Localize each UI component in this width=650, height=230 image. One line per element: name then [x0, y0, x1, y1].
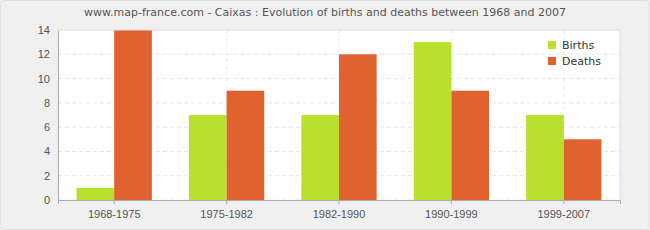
tick-label: 6 — [44, 121, 50, 133]
tick: 1975-1982 — [200, 200, 253, 220]
tick: 1968-1975 — [88, 200, 141, 220]
bar — [114, 30, 152, 200]
axis-line — [59, 201, 621, 205]
frame — [58, 30, 620, 31]
x-axis: 1968-1975 1975-1982 1982-1990 1990-1999 1999… — [59, 200, 621, 220]
tick-label: 1975-1982 — [200, 208, 253, 220]
y-axis: 0 2 4 6 8 10 12 14 — [38, 24, 59, 206]
grid-x — [114, 30, 564, 200]
axis-line — [58, 31, 59, 201]
tick-mark — [339, 200, 340, 204]
legend-label: Births — [562, 39, 594, 52]
tick-label: 12 — [38, 48, 50, 60]
bar — [77, 188, 115, 200]
tick-mark — [563, 200, 564, 204]
tick-label: 14 — [38, 24, 50, 36]
legend: Births Deaths — [548, 39, 601, 68]
bar — [189, 115, 227, 200]
bar — [227, 91, 265, 200]
legend-label: Deaths — [562, 55, 601, 68]
tick-label: 1982-1990 — [313, 208, 366, 220]
bar — [451, 91, 489, 200]
bar — [301, 115, 339, 200]
tick-label: 10 — [38, 73, 50, 85]
tick: 10 — [38, 73, 58, 85]
tick: 4 — [44, 145, 58, 157]
grid — [58, 30, 620, 200]
tick: 1999-2007 — [537, 200, 590, 220]
chart: www.map-france.com - Caixas : Evolution … — [0, 0, 650, 230]
tick-label: 1999-2007 — [537, 208, 590, 220]
tick-mark — [114, 200, 115, 204]
background — [1, 1, 650, 230]
frame — [620, 30, 621, 200]
tick: 1990-1999 — [425, 200, 478, 220]
tick: 14 — [38, 24, 58, 36]
tick: 2 — [44, 170, 58, 182]
legend-item: Deaths — [548, 55, 601, 68]
tick: 8 — [44, 97, 58, 109]
tick-label: 1990-1999 — [425, 208, 478, 220]
bar — [526, 115, 564, 200]
tick-label: 0 — [44, 194, 50, 206]
plot-background — [58, 30, 620, 200]
grid-line — [58, 30, 620, 31]
tick: 12 — [38, 48, 58, 60]
tick-label: 8 — [44, 97, 50, 109]
legend-swatch — [548, 57, 556, 65]
tick-label: 1968-1975 — [88, 208, 141, 220]
bar — [414, 42, 452, 200]
tick-mark — [451, 200, 452, 204]
bars — [77, 30, 602, 200]
title: www.map-france.com - Caixas : Evolution … — [84, 6, 566, 19]
tick: 0 — [44, 194, 58, 206]
bar — [339, 54, 377, 200]
bar — [564, 139, 602, 200]
tick: 1982-1990 — [313, 200, 366, 220]
tick-mark — [226, 200, 227, 204]
tick-label: 2 — [44, 170, 50, 182]
tick: 6 — [44, 121, 58, 133]
tick-label: 4 — [44, 145, 50, 157]
plot: 024681012141968-19751975-19821982-199019… — [38, 24, 621, 220]
legend-swatch — [548, 41, 556, 49]
legend-item: Births — [548, 39, 594, 52]
